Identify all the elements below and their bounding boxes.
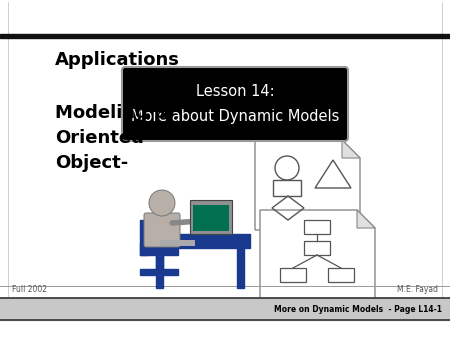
FancyBboxPatch shape — [144, 213, 180, 247]
Text: Oriented: Oriented — [55, 129, 144, 147]
Bar — [160, 240, 195, 246]
Bar — [140, 220, 148, 255]
Text: Lesson 14:: Lesson 14: — [196, 84, 274, 99]
Bar — [150, 234, 250, 248]
Bar — [156, 253, 163, 273]
Bar — [156, 248, 163, 288]
Circle shape — [149, 190, 175, 216]
Bar — [328, 268, 354, 282]
Bar — [304, 220, 330, 234]
Text: Object-: Object- — [55, 154, 128, 172]
Text: Full 2002: Full 2002 — [12, 286, 47, 294]
Bar — [0, 298, 450, 320]
Text: More about Dynamic Models: More about Dynamic Models — [131, 109, 339, 124]
Polygon shape — [255, 140, 360, 230]
Text: Modeling &: Modeling & — [55, 104, 170, 122]
Polygon shape — [342, 140, 360, 158]
Bar — [304, 241, 330, 255]
Text: Applications: Applications — [55, 51, 180, 69]
Bar — [193, 205, 229, 231]
FancyBboxPatch shape — [122, 67, 348, 141]
Bar — [273, 180, 301, 196]
Bar — [0, 34, 450, 38]
Bar — [190, 200, 232, 234]
Bar — [140, 269, 178, 275]
Bar — [237, 248, 244, 288]
Bar — [280, 268, 306, 282]
Bar — [140, 243, 178, 255]
Text: More on Dynamic Models  - Page L14-1: More on Dynamic Models - Page L14-1 — [274, 305, 442, 314]
Polygon shape — [260, 210, 375, 310]
Text: M.E. Fayad: M.E. Fayad — [397, 286, 438, 294]
Polygon shape — [357, 210, 375, 228]
